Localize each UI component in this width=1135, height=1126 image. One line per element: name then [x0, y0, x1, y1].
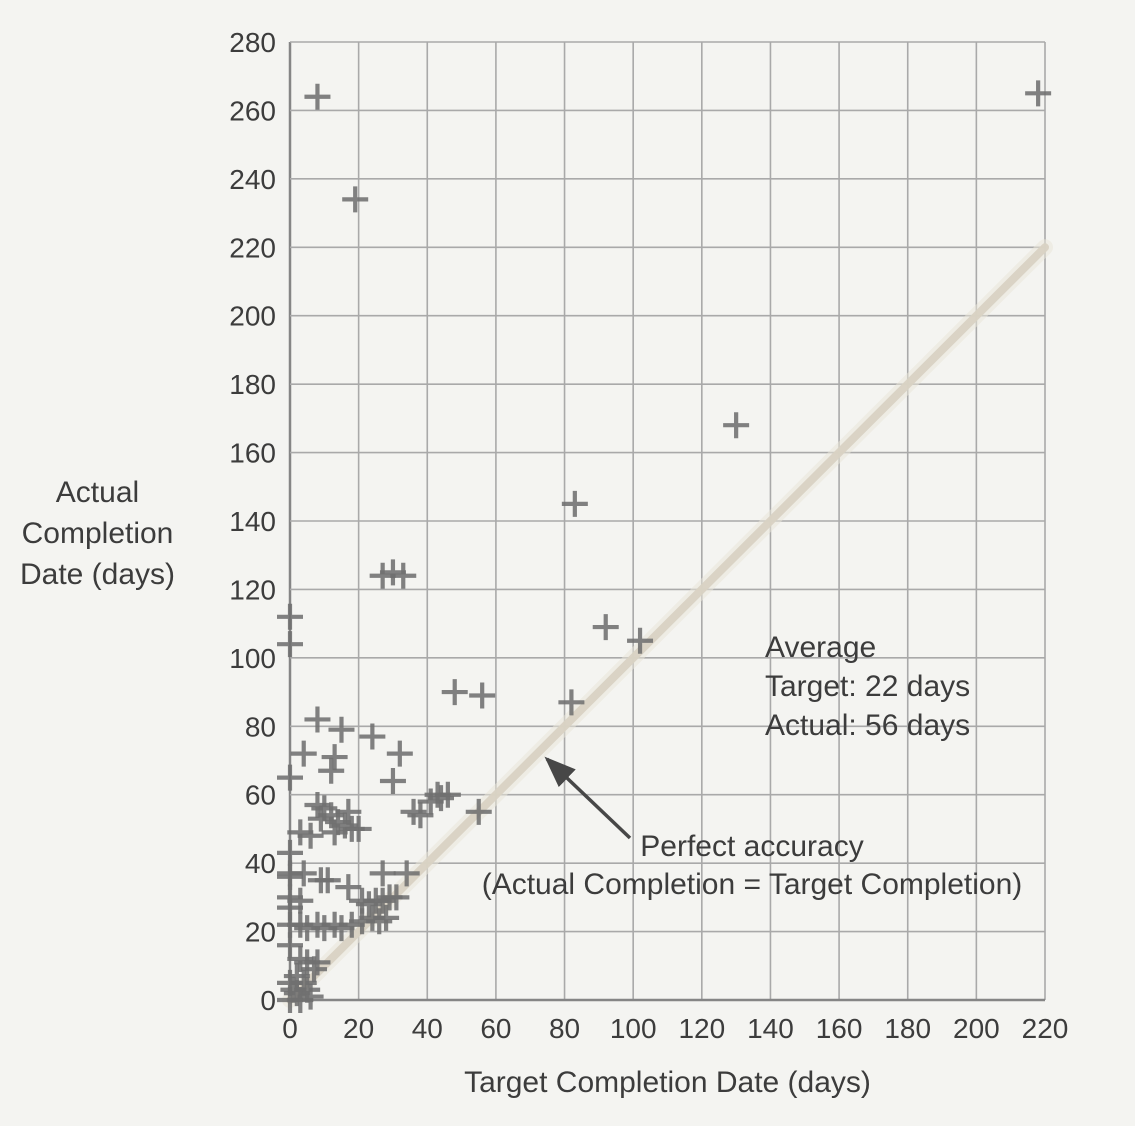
data-point-marker: [441, 679, 468, 706]
data-point-marker: [304, 83, 331, 110]
x-tick-label: 100: [610, 1013, 657, 1044]
y-tick-label: 40: [245, 848, 276, 879]
y-tick-label: 120: [229, 574, 276, 605]
data-point-marker: [314, 867, 341, 894]
average-annotation: Average Target: 22 days Actual: 56 days: [765, 628, 970, 745]
data-point-marker: [318, 757, 345, 784]
data-point-marker: [297, 983, 324, 1010]
tick-labels: 0 20 40 60 80 100 120 140 160 180 200 220 240 260 280 0…: [229, 27, 1068, 1044]
data-point-marker: [342, 186, 369, 213]
data-point-marker: [383, 884, 410, 911]
y-tick-label: 180: [229, 369, 276, 400]
y-tick-label: 60: [245, 780, 276, 811]
x-tick-label: 20: [343, 1013, 374, 1044]
data-point-marker: [1025, 80, 1052, 107]
x-tick-label: 220: [1022, 1013, 1069, 1044]
data-point-marker: [321, 819, 348, 846]
x-tick-label: 40: [412, 1013, 443, 1044]
y-tick-label: 280: [229, 27, 276, 58]
data-point-marker: [407, 802, 434, 829]
data-point-marker: [386, 740, 413, 767]
x-tick-label: 160: [816, 1013, 863, 1044]
data-point-marker: [277, 603, 303, 630]
data-point-marker: [277, 764, 303, 791]
y-axis-label-line3: Date (days): [19, 558, 176, 591]
average-actual-value: Actual: 56 days: [765, 709, 971, 742]
x-tick-label: 200: [953, 1013, 1000, 1044]
y-axis-label-line2: Completion: [21, 517, 174, 550]
data-point-marker: [345, 815, 372, 842]
y-tick-label: 0: [260, 985, 276, 1016]
y-tick-label: 240: [229, 164, 276, 195]
y-tick-label: 260: [229, 95, 276, 126]
y-tick-label: 100: [229, 643, 276, 674]
data-point-marker: [627, 627, 654, 654]
data-point-marker: [335, 874, 362, 901]
data-point-marker: [277, 932, 303, 959]
data-point-marker: [393, 860, 420, 887]
data-point-marker: [290, 860, 317, 887]
data-point-marker: [369, 860, 396, 887]
average-target-value: Target: 22 days: [765, 670, 971, 703]
annotation-arrow: [544, 756, 632, 840]
data-point-marker: [290, 740, 317, 767]
x-tick-label: 0: [282, 1013, 298, 1044]
data-points: [277, 80, 1052, 1013]
perfect-accuracy-line2: (Actual Completion = Target Completion): [481, 868, 1023, 901]
average-annotation-title: Average: [765, 631, 877, 664]
x-tick-label: 180: [884, 1013, 931, 1044]
scatter-chart: 0 20 40 60 80 100 120 140 160 180 200 220 240 260 280 0…: [229, 27, 1068, 1044]
data-point-marker: [304, 706, 331, 733]
y-tick-label: 20: [245, 917, 276, 948]
data-point-marker: [592, 614, 619, 641]
perfect-accuracy-line1: Perfect accuracy: [640, 830, 864, 863]
data-point-marker: [465, 798, 492, 825]
x-tick-label: 80: [549, 1013, 580, 1044]
data-point-marker: [379, 768, 406, 795]
data-point-marker: [287, 819, 314, 846]
data-point-marker: [723, 412, 750, 439]
y-tick-label: 80: [245, 711, 276, 742]
data-point-marker: [328, 716, 355, 743]
y-tick-label: 140: [229, 506, 276, 537]
x-axis-label: Target Completion Date (days): [464, 1066, 871, 1099]
y-tick-label: 200: [229, 301, 276, 332]
data-point-marker: [561, 490, 588, 517]
data-point-marker: [558, 689, 585, 716]
grid-lines: [288, 41, 1046, 1002]
x-tick-label: 60: [480, 1013, 511, 1044]
data-point-marker: [390, 562, 417, 589]
perfect-accuracy-arrow: [544, 756, 632, 840]
x-tick-label: 140: [747, 1013, 794, 1044]
x-tick-label: 120: [678, 1013, 725, 1044]
data-point-marker: [277, 631, 303, 658]
data-point-marker: [321, 744, 348, 771]
y-axis-label-line1: Actual: [55, 476, 140, 509]
y-axis-label: Actual Completion Date (days): [0, 472, 195, 595]
data-point-marker: [428, 785, 454, 812]
y-tick-label: 160: [229, 438, 276, 469]
data-point-marker: [469, 682, 496, 709]
data-point-marker: [359, 723, 386, 750]
data-point-marker: [373, 904, 400, 931]
y-tick-label: 220: [229, 232, 276, 263]
data-point-marker: [301, 956, 328, 983]
perfect-accuracy-annotation: Perfect accuracy (Actual Completion = Ta…: [482, 828, 1023, 904]
